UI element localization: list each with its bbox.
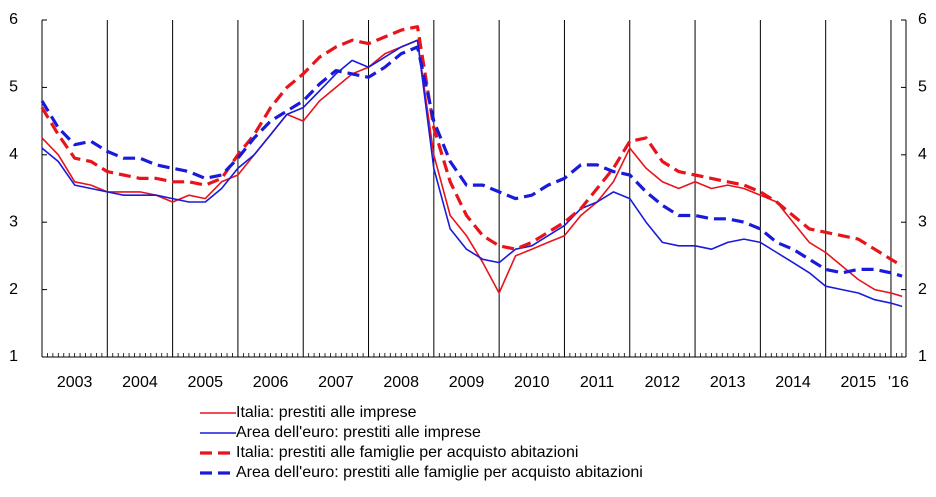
x-tick-label: 2006 [253, 374, 289, 391]
y2-tick-label: 6 [918, 11, 927, 28]
x-tick-label: 2014 [775, 374, 811, 391]
x-tick-label: 2004 [122, 374, 158, 391]
x-tick-label: 2008 [383, 374, 419, 391]
series-line [41, 39, 903, 298]
y-tick-label: 2 [9, 281, 18, 298]
y-tick-label: 4 [9, 146, 18, 163]
series-line [41, 39, 903, 308]
y-tick-label: 6 [9, 11, 18, 28]
y2-tick-label: 2 [918, 281, 927, 298]
y2-tick-label: 3 [918, 213, 927, 230]
legend-label: Area dell'euro: prestiti alle imprese [236, 424, 481, 441]
x-tick-label: '16 [888, 374, 909, 391]
y2-tick-label: 4 [918, 146, 927, 163]
y-tick-label: 3 [9, 213, 18, 230]
y-tick-label: 5 [9, 79, 18, 96]
legend-label: Area dell'euro: prestiti alle famiglie p… [236, 464, 643, 481]
x-tick-label: 2007 [318, 374, 354, 391]
x-tick-label: 2013 [710, 374, 746, 391]
x-tick-label: 2012 [645, 374, 681, 391]
x-tick-label: 2005 [187, 374, 223, 391]
x-tick-label: 2011 [580, 374, 615, 391]
y2-tick-label: 1 [918, 348, 927, 365]
x-tick-label: 2015 [841, 374, 877, 391]
y2-tick-label: 5 [918, 79, 927, 96]
x-tick-label: 2009 [449, 374, 485, 391]
x-tick-label: 2010 [514, 374, 550, 391]
series-line [40, 25, 903, 268]
x-tick-label: 2003 [57, 374, 93, 391]
y-tick-label: 1 [9, 348, 18, 365]
series-line [40, 45, 903, 278]
legend-label: Italia: prestiti alle imprese [236, 404, 417, 421]
legend-label: Italia: prestiti alle famiglie per acqui… [236, 444, 578, 461]
